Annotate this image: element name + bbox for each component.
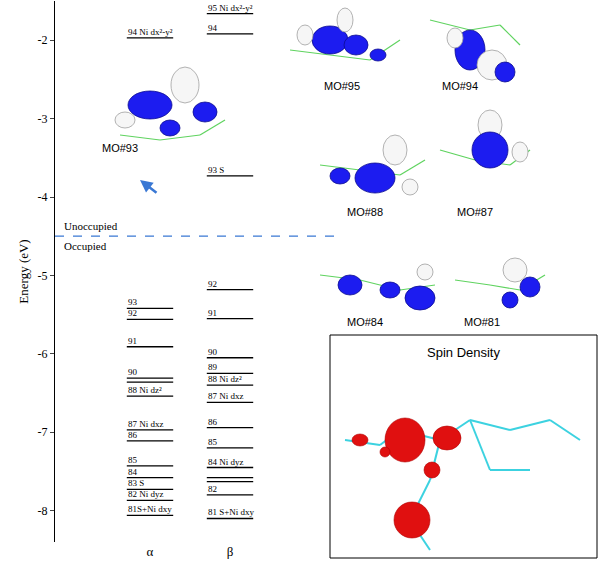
- svg-text:82: 82: [208, 484, 217, 494]
- svg-text:91: 91: [208, 308, 217, 318]
- svg-text:84: 84: [128, 467, 138, 477]
- svg-text:Unoccupied: Unoccupied: [64, 220, 118, 232]
- svg-text:-7: -7: [38, 425, 48, 439]
- svg-text:91: 91: [128, 336, 137, 346]
- svg-text:90: 90: [128, 367, 138, 377]
- svg-text:β: β: [227, 544, 234, 559]
- svg-text:Energy (eV): Energy (eV): [16, 239, 31, 303]
- svg-text:-5: -5: [38, 269, 48, 283]
- svg-text:89: 89: [208, 362, 218, 372]
- svg-text:MO#95: MO#95: [324, 80, 360, 92]
- svg-text:83 S: 83 S: [128, 478, 144, 488]
- svg-text:88 Ni dz²: 88 Ni dz²: [128, 385, 162, 395]
- svg-text:95 Ni dx²-y²: 95 Ni dx²-y²: [208, 3, 253, 13]
- svg-text:93 S: 93 S: [208, 165, 224, 175]
- svg-text:94: 94: [208, 23, 218, 33]
- svg-text:MO#84: MO#84: [347, 316, 383, 328]
- svg-text:86: 86: [128, 430, 138, 440]
- svg-text:-2: -2: [38, 33, 48, 47]
- svg-text:85: 85: [208, 437, 218, 447]
- svg-text:Spin Density: Spin Density: [427, 345, 500, 360]
- svg-text:MO#93: MO#93: [102, 142, 138, 154]
- svg-text:MO#87: MO#87: [457, 206, 493, 218]
- svg-text:92: 92: [128, 308, 137, 318]
- svg-text:MO#81: MO#81: [464, 316, 500, 328]
- svg-text:92: 92: [208, 279, 217, 289]
- svg-text:81S+Ni dxy: 81S+Ni dxy: [128, 504, 172, 514]
- svg-text:88 Ni dz²: 88 Ni dz²: [208, 374, 242, 384]
- svg-text:-3: -3: [38, 112, 48, 126]
- svg-text:93: 93: [128, 297, 138, 307]
- svg-text:α: α: [147, 544, 154, 559]
- svg-text:85: 85: [128, 455, 138, 465]
- svg-text:-8: -8: [38, 504, 48, 518]
- svg-text:MO#88: MO#88: [347, 206, 383, 218]
- svg-text:Occupied: Occupied: [64, 240, 107, 252]
- svg-text:-6: -6: [38, 347, 48, 361]
- svg-text:87 Ni dxz: 87 Ni dxz: [208, 391, 244, 401]
- svg-text:87 Ni dxz: 87 Ni dxz: [128, 419, 164, 429]
- svg-text:82 Ni dyz: 82 Ni dyz: [128, 489, 164, 499]
- svg-text:84 Ni dyz: 84 Ni dyz: [208, 457, 244, 467]
- svg-text:90: 90: [208, 347, 218, 357]
- svg-text:MO#94: MO#94: [442, 80, 478, 92]
- svg-text:94 Ni dx²-y²: 94 Ni dx²-y²: [128, 27, 173, 37]
- svg-text:86: 86: [208, 417, 218, 427]
- svg-text:81 S+Ni dxy: 81 S+Ni dxy: [208, 507, 255, 517]
- svg-text:-4: -4: [38, 190, 48, 204]
